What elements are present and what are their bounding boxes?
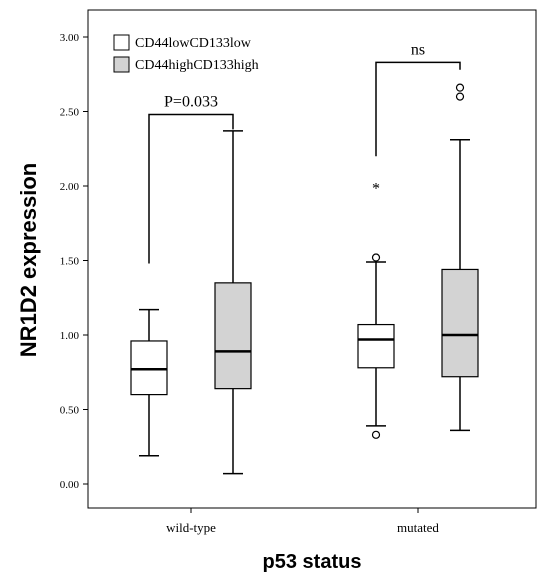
- iqr-box: [441, 268, 479, 378]
- y-tick-label: 2.50: [60, 107, 80, 119]
- y-tick-label: 2.00: [60, 181, 80, 193]
- x-tick-label: wild-type: [166, 520, 216, 535]
- box-CD44lowCD133low-wild-type: [130, 308, 168, 457]
- significance-bracket: P=0.033: [148, 93, 234, 264]
- extreme-point: *: [372, 181, 380, 198]
- outlier-point: [455, 92, 465, 101]
- x-tick-label: mutated: [397, 520, 439, 535]
- box-group: *: [130, 83, 479, 475]
- outlier-point: [455, 83, 465, 92]
- y-tick-label: 0.50: [60, 405, 80, 417]
- y-tick-label: 1.50: [60, 256, 80, 268]
- iqr-box: [357, 323, 395, 369]
- significance-bracket: ns: [375, 41, 461, 157]
- y-axis: 0.00 0.50 1.00 1.50 2.00 2.50 3.00: [60, 32, 88, 491]
- y-axis-title: NR1D2 expression: [16, 163, 41, 357]
- plot-frame: [87, 9, 537, 509]
- legend: CD44lowCD133low CD44highCD133high: [113, 34, 259, 73]
- legend-swatch: [113, 34, 130, 51]
- x-axis-title: p53 status: [263, 551, 362, 573]
- iqr-box: [214, 282, 252, 390]
- y-tick-label: 0.00: [60, 479, 80, 491]
- box-CD44highCD133high-wild-type: [214, 130, 252, 475]
- significance-label: P=0.033: [164, 93, 218, 110]
- outlier-point: [371, 253, 381, 262]
- y-tick-label: 1.00: [60, 330, 80, 342]
- bracket-line: [148, 113, 234, 264]
- significance-label: ns: [411, 41, 425, 58]
- box-CD44highCD133high-mutated: [441, 83, 479, 432]
- outlier-point: [371, 430, 381, 439]
- box-CD44lowCD133low-mutated: *: [357, 181, 395, 439]
- y-tick-label: 3.00: [60, 32, 80, 44]
- legend-label: CD44highCD133high: [135, 58, 259, 73]
- iqr-box: [130, 340, 168, 396]
- bracket-line: [375, 61, 461, 157]
- legend-label: CD44lowCD133low: [135, 36, 252, 51]
- legend-swatch: [113, 56, 130, 73]
- x-axis: wild-type mutated: [166, 508, 439, 535]
- significance-annotations: P=0.033 ns: [148, 41, 461, 264]
